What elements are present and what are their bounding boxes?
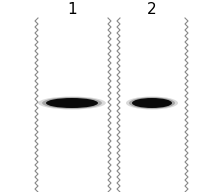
Ellipse shape: [38, 97, 106, 109]
Ellipse shape: [132, 98, 172, 108]
Ellipse shape: [46, 98, 98, 108]
Bar: [120, 18, 185, 188]
Polygon shape: [108, 18, 200, 192]
Ellipse shape: [129, 97, 175, 109]
Polygon shape: [0, 18, 38, 192]
Bar: [38, 18, 108, 188]
Polygon shape: [185, 18, 200, 192]
Text: 1: 1: [67, 2, 77, 17]
Polygon shape: [0, 18, 120, 192]
Text: 2: 2: [147, 2, 157, 17]
Ellipse shape: [42, 97, 102, 109]
Ellipse shape: [126, 97, 178, 109]
